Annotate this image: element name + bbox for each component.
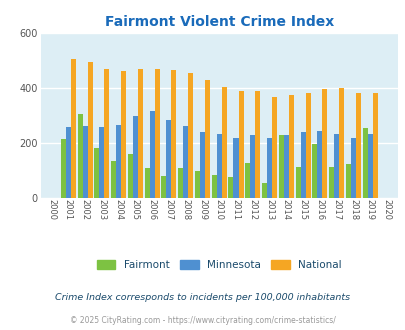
- Text: Crime Index corresponds to incidents per 100,000 inhabitants: Crime Index corresponds to incidents per…: [55, 292, 350, 302]
- Bar: [249, 135, 255, 198]
- Bar: [94, 148, 99, 198]
- Bar: [283, 135, 288, 198]
- Bar: [199, 132, 205, 198]
- Bar: [194, 171, 199, 198]
- Bar: [367, 134, 372, 198]
- Bar: [66, 126, 70, 198]
- Bar: [288, 95, 293, 198]
- Bar: [233, 138, 238, 198]
- Bar: [333, 134, 338, 198]
- Bar: [82, 126, 87, 198]
- Bar: [99, 126, 104, 198]
- Bar: [104, 69, 109, 198]
- Title: Fairmont Violent Crime Index: Fairmont Violent Crime Index: [104, 15, 333, 29]
- Bar: [317, 131, 322, 198]
- Bar: [149, 112, 154, 198]
- Bar: [128, 154, 132, 198]
- Bar: [345, 164, 350, 198]
- Bar: [221, 86, 226, 198]
- Bar: [138, 69, 143, 198]
- Bar: [278, 135, 283, 198]
- Bar: [238, 91, 243, 198]
- Bar: [183, 126, 188, 198]
- Bar: [228, 178, 233, 198]
- Bar: [161, 176, 166, 198]
- Bar: [311, 145, 317, 198]
- Bar: [372, 93, 377, 198]
- Bar: [144, 168, 149, 198]
- Bar: [362, 128, 367, 198]
- Bar: [121, 72, 126, 198]
- Legend: Fairmont, Minnesota, National: Fairmont, Minnesota, National: [92, 256, 345, 275]
- Bar: [355, 93, 360, 198]
- Bar: [171, 70, 176, 198]
- Bar: [300, 132, 305, 198]
- Bar: [87, 62, 92, 198]
- Bar: [322, 88, 326, 198]
- Bar: [255, 91, 260, 198]
- Bar: [271, 97, 277, 198]
- Bar: [328, 167, 333, 198]
- Bar: [188, 73, 193, 198]
- Bar: [154, 69, 159, 198]
- Bar: [305, 93, 310, 198]
- Bar: [211, 175, 216, 198]
- Bar: [61, 139, 66, 198]
- Bar: [338, 88, 343, 198]
- Bar: [266, 138, 271, 198]
- Bar: [70, 59, 76, 198]
- Bar: [245, 163, 249, 198]
- Bar: [205, 80, 209, 198]
- Text: © 2025 CityRating.com - https://www.cityrating.com/crime-statistics/: © 2025 CityRating.com - https://www.city…: [70, 315, 335, 325]
- Bar: [350, 138, 355, 198]
- Bar: [166, 120, 171, 198]
- Bar: [178, 168, 183, 198]
- Bar: [216, 134, 221, 198]
- Bar: [111, 161, 116, 198]
- Bar: [261, 183, 266, 198]
- Bar: [132, 116, 138, 198]
- Bar: [77, 114, 82, 198]
- Bar: [295, 167, 300, 198]
- Bar: [116, 125, 121, 198]
